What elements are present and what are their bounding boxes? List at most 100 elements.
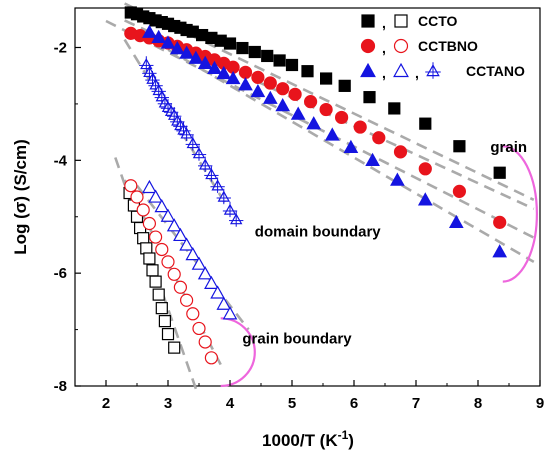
data-point — [248, 45, 261, 59]
data-point — [161, 327, 175, 341]
data-point — [166, 218, 182, 232]
data-point — [142, 179, 157, 194]
data-point-shape — [448, 214, 464, 229]
data-point — [453, 140, 466, 153]
data-point — [216, 296, 232, 310]
data-point-shape — [197, 266, 213, 280]
data-point-shape — [250, 83, 266, 98]
data-point-shape — [324, 127, 340, 141]
data-point — [173, 227, 188, 242]
data-point — [343, 139, 359, 154]
data-point — [288, 87, 302, 101]
data-point — [304, 95, 318, 109]
data-point-shape — [216, 65, 232, 80]
data-point-shape — [143, 252, 156, 265]
data-point-shape — [149, 230, 163, 244]
data-point — [290, 106, 306, 120]
data-point-shape — [192, 321, 206, 336]
data-series — [123, 6, 508, 365]
data-point-shape — [173, 227, 188, 242]
data-point-shape — [186, 307, 200, 321]
data-point-shape — [154, 199, 170, 213]
data-point-shape — [167, 267, 181, 281]
data-point — [143, 252, 156, 265]
data-point — [365, 152, 380, 166]
data-point-shape — [353, 120, 367, 134]
data-point — [324, 127, 340, 141]
data-point — [418, 162, 432, 176]
data-point-shape — [388, 102, 401, 115]
data-point — [185, 135, 200, 151]
data-point — [493, 166, 506, 179]
data-point-shape — [320, 72, 333, 85]
data-point — [161, 255, 175, 269]
annotation-label: grain — [490, 139, 527, 156]
series-filled-triangle — [142, 24, 508, 258]
data-point — [262, 90, 278, 104]
x-tick-label: 5 — [288, 395, 296, 412]
bracket-arc — [220, 317, 256, 388]
x-tick-label: 3 — [164, 395, 172, 412]
data-point — [210, 285, 225, 299]
data-point-shape — [288, 87, 302, 101]
data-point-shape — [148, 189, 163, 203]
data-point-shape — [155, 302, 168, 315]
data-point — [390, 172, 405, 186]
legend-marker-open-triangle-shape — [393, 62, 409, 78]
data-point-shape — [365, 152, 380, 166]
data-point-shape — [319, 102, 333, 117]
data-point — [207, 60, 222, 75]
data-point — [148, 189, 163, 203]
data-point — [149, 275, 162, 288]
series-open-triangle — [142, 179, 238, 320]
data-point-shape — [207, 60, 222, 75]
data-point — [210, 177, 225, 193]
bracket-arc — [502, 145, 538, 283]
data-point-shape — [273, 54, 286, 67]
data-point-shape — [304, 95, 318, 109]
data-point — [149, 230, 163, 244]
data-point — [204, 275, 219, 289]
data-point-shape — [492, 244, 508, 258]
legend-marker-open-circle-shape — [393, 38, 409, 54]
data-point — [137, 232, 150, 245]
data-point-shape — [363, 91, 376, 104]
legend-marker-open-square-shape — [394, 14, 408, 28]
data-point-shape — [168, 341, 181, 354]
data-point-shape — [452, 184, 466, 198]
data-point — [261, 49, 274, 63]
data-point-shape — [161, 255, 175, 269]
data-point — [169, 41, 185, 55]
data-point-shape — [417, 192, 433, 206]
data-point — [155, 242, 169, 257]
x-tick-label: 9 — [536, 395, 544, 412]
data-point-shape — [276, 82, 290, 96]
data-point-shape — [140, 242, 153, 255]
data-point — [335, 110, 349, 125]
data-point-shape — [301, 65, 314, 78]
data-point-shape — [335, 110, 349, 125]
series-open-circle — [124, 179, 218, 365]
data-point-shape — [493, 215, 507, 229]
data-point — [185, 246, 201, 261]
data-point-shape — [136, 203, 150, 217]
data-point — [154, 199, 170, 213]
data-point — [222, 201, 238, 218]
data-point — [393, 145, 408, 159]
fit-line — [136, 30, 535, 264]
data-point — [216, 188, 231, 205]
data-point-shape — [248, 45, 261, 59]
data-point — [158, 315, 171, 328]
annotation-label: domain boundary — [255, 223, 381, 240]
data-point — [204, 351, 218, 365]
data-point — [319, 102, 333, 117]
data-point-shape — [124, 179, 138, 193]
data-point-shape — [142, 216, 156, 231]
data-point — [236, 41, 249, 55]
legend-separator: , — [382, 40, 386, 56]
data-point-shape — [251, 70, 265, 84]
data-point — [216, 65, 232, 80]
data-point-shape — [160, 208, 176, 222]
data-point-shape — [285, 58, 299, 72]
